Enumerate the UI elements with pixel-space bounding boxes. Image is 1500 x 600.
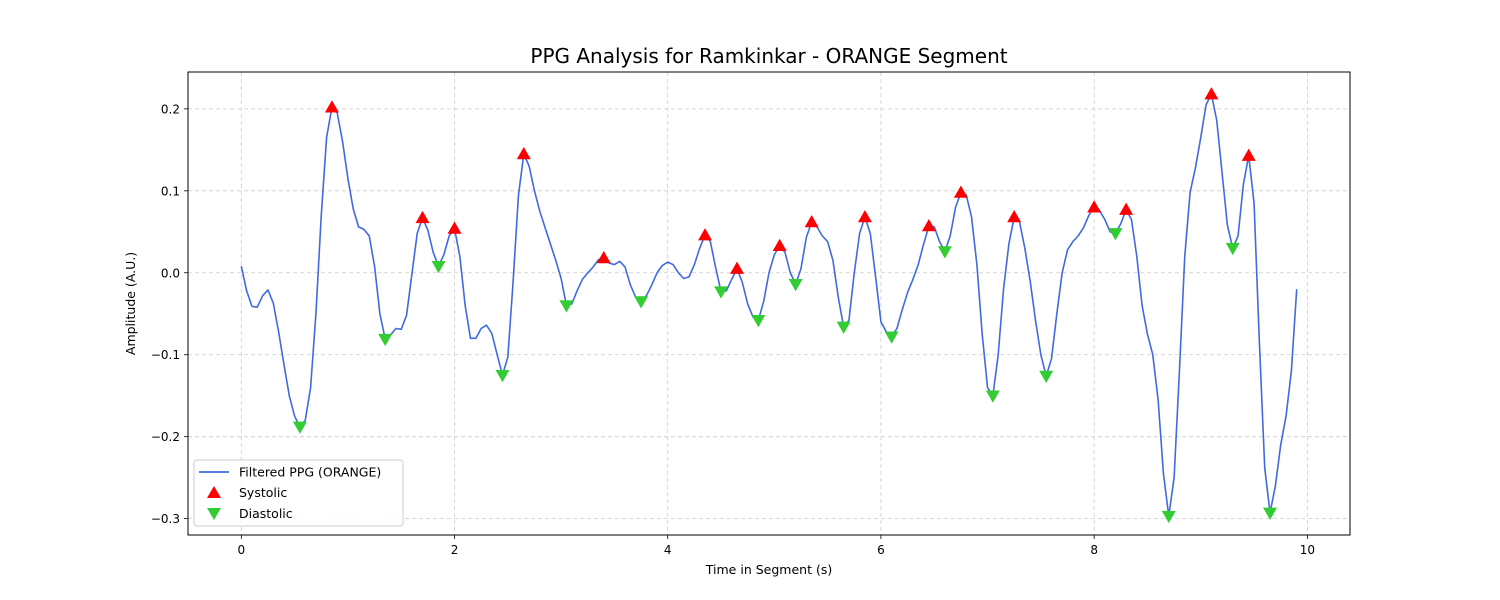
legend-diastolic-marker [207, 508, 221, 520]
legend-label-diastolic: Diastolic [239, 506, 293, 521]
systolic-marker [1204, 87, 1219, 100]
legend-systolic-marker [207, 486, 221, 498]
legend-label-systolic: Systolic [239, 485, 287, 500]
systolic-marker [324, 100, 339, 113]
systolic-marker [447, 221, 462, 234]
diastolic-marker [836, 321, 851, 334]
systolic-marker [596, 251, 611, 264]
axes-frame [187, 71, 1351, 536]
diastolic-marker [378, 333, 393, 347]
y-tick-label: 0.2 [161, 102, 180, 116]
systolic-marker [857, 210, 872, 223]
systolic-marker [772, 238, 787, 251]
diastolic-marker [751, 315, 766, 328]
diastolic-marker [431, 260, 446, 274]
diastolic-marker [559, 300, 574, 313]
x-tick-label: 6 [877, 543, 885, 557]
x-tick-label: 0 [237, 543, 245, 557]
plot-area [240, 87, 1298, 524]
systolic-marker [1087, 200, 1102, 213]
y-tick-label: 0.0 [161, 266, 180, 280]
diastolic-marker [634, 296, 649, 309]
diastolic-marker [1263, 507, 1278, 520]
systolic-marker [1119, 202, 1134, 215]
x-tick-label: 2 [451, 543, 459, 557]
legend-label-filtered-ppg: Filtered PPG (ORANGE) [239, 465, 381, 480]
diastolic-marker [937, 246, 952, 259]
y-axis-label: Amplitude (A.U.) [123, 252, 138, 355]
diastolic-marker [1161, 510, 1176, 524]
systolic-marker [698, 228, 713, 241]
y-tick-label: −0.1 [151, 348, 180, 362]
systolic-marker [1007, 210, 1022, 223]
systolic-marker [415, 210, 430, 224]
x-axis-label: Time in Segment (s) [705, 562, 832, 577]
systolic-marker [804, 214, 819, 228]
legend: Filtered PPG (ORANGE) Systolic Diastolic [193, 459, 404, 527]
diastolic-marker [1108, 228, 1123, 241]
ppg-series-line [240, 93, 1298, 517]
systolic-marker [516, 146, 531, 160]
x-tick-label: 10 [1300, 543, 1315, 557]
y-tick-label: 0.1 [161, 184, 180, 198]
x-tick-label: 4 [664, 543, 672, 557]
diastolic-marker [495, 369, 510, 383]
systolic-marker [953, 185, 968, 198]
diastolic-marker [985, 390, 1000, 403]
systolic-marker [730, 261, 745, 274]
diastolic-marker [292, 421, 307, 434]
systolic-marker [921, 219, 936, 232]
diastolic-marker [1225, 242, 1240, 256]
x-tick-label: 8 [1090, 543, 1098, 557]
y-tick-label: −0.2 [151, 430, 180, 444]
diastolic-marker [884, 331, 899, 344]
systolic-marker [1241, 148, 1256, 161]
ticks: 0 2 4 6 8 10 −0.3 −0.2 −0.1 0.0 0.1 0.2 [151, 102, 1315, 557]
y-tick-label: −0.3 [151, 512, 180, 526]
legend-box [193, 459, 404, 527]
chart-title: PPG Analysis for Ramkinkar - ORANGE Segm… [530, 44, 1007, 68]
diastolic-marker [788, 278, 803, 292]
diastolic-marker [1039, 370, 1054, 384]
diastolic-marker [714, 286, 729, 299]
